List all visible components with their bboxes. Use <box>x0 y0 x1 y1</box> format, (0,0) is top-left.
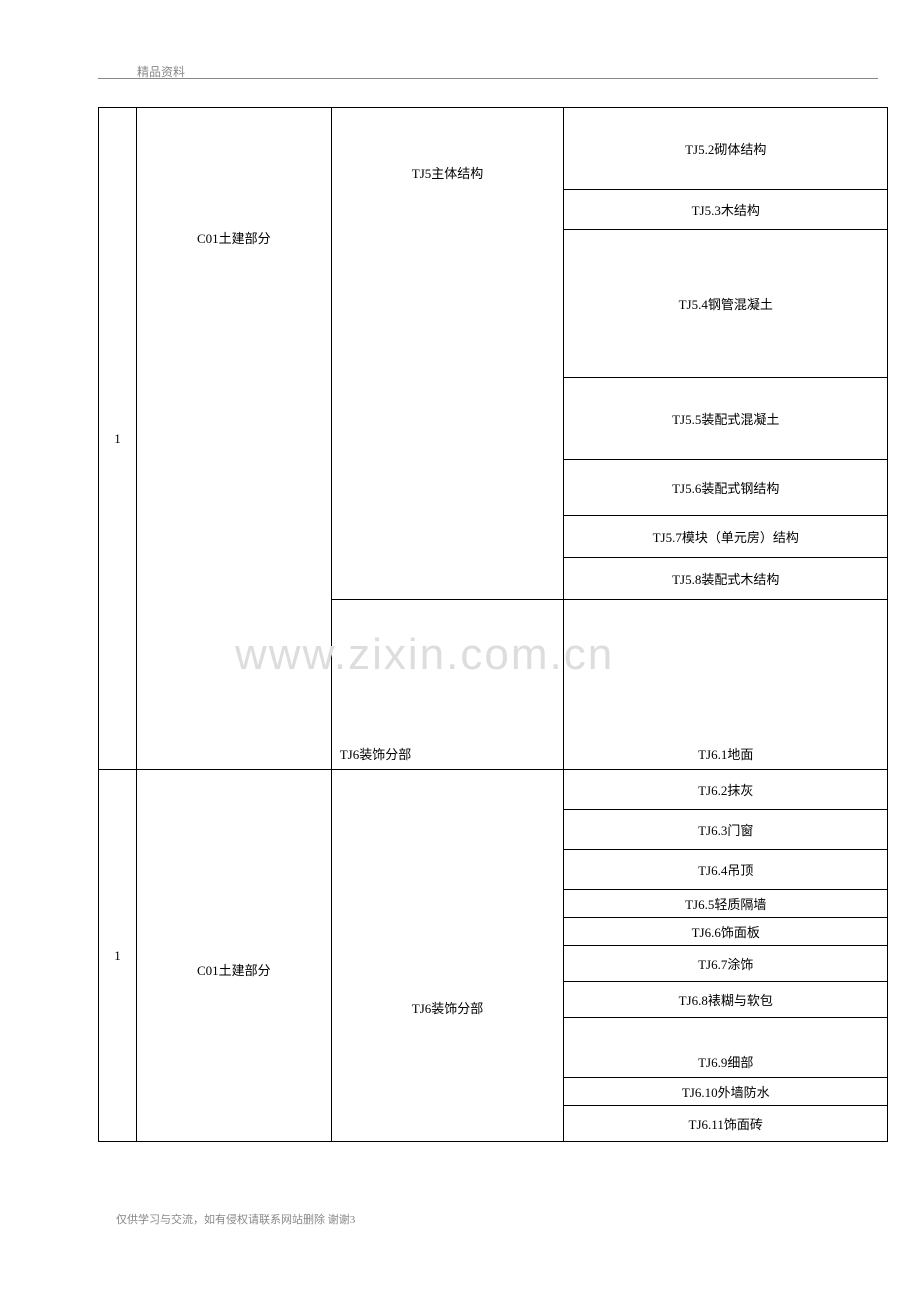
item-cell: TJ6.2抹灰 <box>564 770 888 810</box>
table-row: 1 C01土建部分 TJ6装饰分部 TJ6.2抹灰 <box>99 770 888 810</box>
item-cell: TJ6.6饰面板 <box>564 918 888 946</box>
item-cell: TJ5.7模块（单元房）结构 <box>564 516 888 558</box>
category-cell: C01土建部分 <box>136 108 331 770</box>
item-cell: TJ5.3木结构 <box>564 190 888 230</box>
item-cell: TJ5.6装配式钢结构 <box>564 460 888 516</box>
item-cell: TJ6.10外墙防水 <box>564 1078 888 1106</box>
item-cell: TJ6.8裱糊与软包 <box>564 982 888 1018</box>
item-cell: TJ6.5轻质隔墙 <box>564 890 888 918</box>
group-cell: TJ6装饰分部 <box>331 770 564 1142</box>
item-cell: TJ5.2砌体结构 <box>564 108 888 190</box>
header-divider <box>98 78 878 79</box>
item-cell: TJ6.4吊顶 <box>564 850 888 890</box>
num-cell: 1 <box>99 770 137 1142</box>
main-table-container: 1 C01土建部分 TJ5主体结构 TJ5.2砌体结构 TJ5.3木结构 TJ5… <box>98 107 888 1142</box>
num-cell: 1 <box>99 108 137 770</box>
page-footer: 仅供学习与交流，如有侵权请联系网站删除 谢谢3 <box>116 1211 355 1227</box>
table-row: 1 C01土建部分 TJ5主体结构 TJ5.2砌体结构 <box>99 108 888 190</box>
item-cell: TJ6.7涂饰 <box>564 946 888 982</box>
item-cell: TJ5.4钢管混凝土 <box>564 230 888 378</box>
category-cell: C01土建部分 <box>136 770 331 1142</box>
item-cell: TJ5.8装配式木结构 <box>564 558 888 600</box>
group-cell: TJ6装饰分部 <box>331 600 564 770</box>
item-cell: TJ6.1地面 <box>564 600 888 770</box>
item-cell: TJ6.9细部 <box>564 1018 888 1078</box>
group-cell: TJ5主体结构 <box>331 108 564 600</box>
item-cell: TJ6.3门窗 <box>564 810 888 850</box>
item-cell: TJ5.5装配式混凝土 <box>564 378 888 460</box>
item-cell: TJ6.11饰面砖 <box>564 1106 888 1142</box>
main-table: 1 C01土建部分 TJ5主体结构 TJ5.2砌体结构 TJ5.3木结构 TJ5… <box>98 107 888 1142</box>
